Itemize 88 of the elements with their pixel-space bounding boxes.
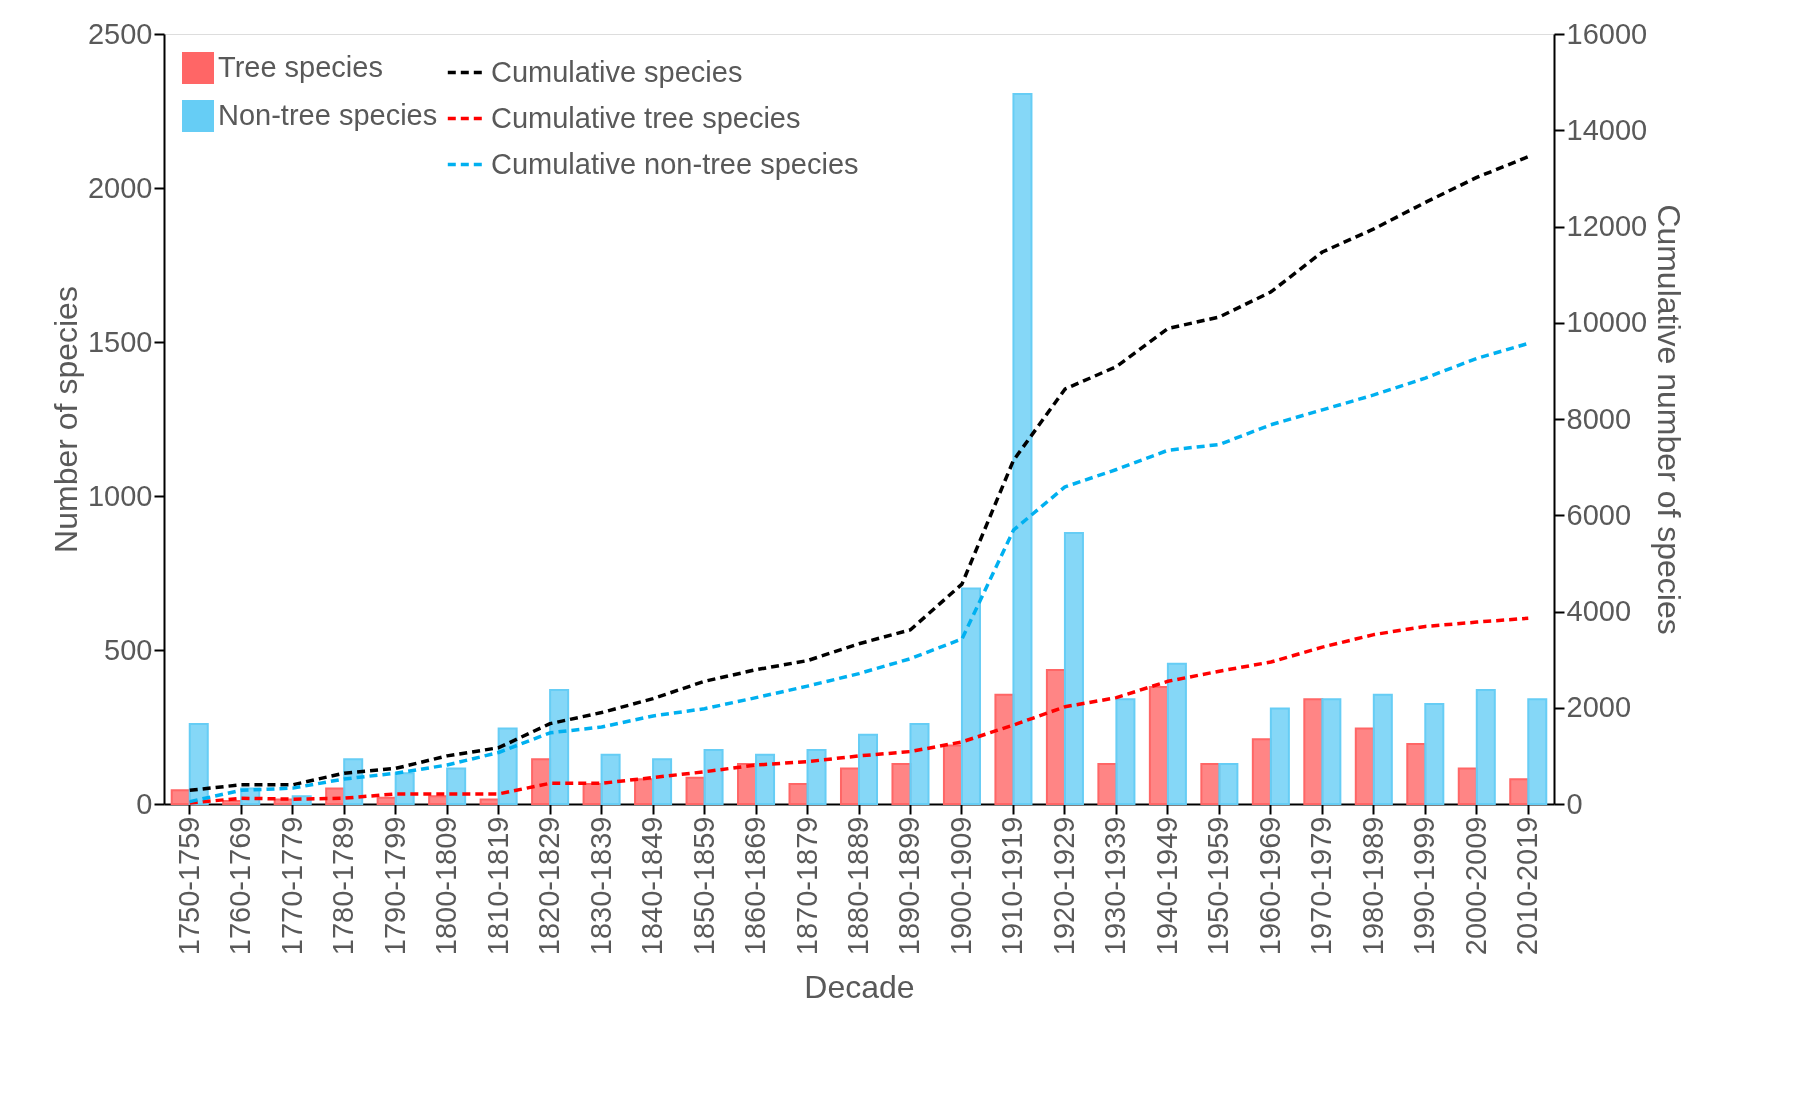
x-tick-label: 1780-1789 (327, 816, 360, 956)
y2-tick-label: 12000 (1566, 210, 1648, 242)
y2-tick-label: 6000 (1566, 498, 1632, 531)
bar (788, 782, 809, 805)
bar (960, 587, 981, 805)
bar (806, 749, 827, 805)
x-tick-label: 1900-1909 (944, 816, 977, 956)
x-tick-label: 2000-2009 (1459, 816, 1492, 956)
y2-tick-label: 10000 (1566, 306, 1648, 339)
x-tick-label: 1920-1929 (1047, 816, 1080, 956)
x-tick-label: 1910-1919 (996, 816, 1029, 956)
x-tick-label: 1860-1869 (739, 816, 772, 956)
y-axis-title: Number of species (47, 286, 84, 553)
bar (1527, 698, 1548, 805)
bar (1200, 762, 1221, 805)
x-tick-label: 1970-1979 (1305, 816, 1338, 956)
x-tick-label: 1830-1839 (584, 816, 617, 956)
bar (1012, 93, 1033, 805)
bar (1372, 693, 1393, 805)
x-tick-label: 1890-1899 (893, 816, 926, 956)
x-tick-label: 1840-1849 (636, 816, 669, 956)
x-tick-label: 1770-1779 (275, 816, 308, 956)
x-tick-label: 1980-1989 (1356, 816, 1389, 956)
bar (1269, 707, 1290, 805)
x-tick-label: 1870-1879 (790, 816, 823, 956)
legend-label: Tree species (218, 51, 383, 83)
bar (685, 776, 706, 805)
y-tick-label: 500 (104, 633, 153, 666)
legend-label: Non-tree species (218, 99, 438, 131)
x-tick-label: 1940-1949 (1150, 816, 1183, 956)
y2-axis-title: Cumulative number of species (1651, 204, 1688, 635)
y-tick-label: 0 (136, 787, 153, 820)
bar (1148, 685, 1169, 805)
bar (1115, 698, 1136, 805)
y2-tick-label: 2000 (1566, 691, 1632, 724)
x-tick-label: 1950-1959 (1202, 816, 1235, 956)
y-tick-label: 1500 (87, 325, 153, 358)
line-series (187, 154, 1531, 793)
bar (755, 753, 776, 805)
bar (1424, 702, 1445, 805)
x-tick-label: 2010-2019 (1511, 816, 1544, 956)
x-tick-label: 1960-1969 (1253, 816, 1286, 956)
legend-label: Cumulative species (491, 55, 743, 88)
x-tick-label: 1880-1889 (842, 816, 874, 956)
x-tick-label: 1800-1809 (430, 816, 463, 956)
y2-tick-label: 0 (1566, 787, 1583, 820)
bar (1166, 662, 1187, 805)
x-tick-label: 1990-1999 (1408, 816, 1441, 956)
y2-tick-label: 8000 (1566, 402, 1632, 435)
bar (188, 722, 209, 805)
x-tick-label: 1790-1799 (378, 816, 411, 956)
bar (1251, 738, 1272, 805)
bar (1321, 698, 1342, 805)
legend-label: Cumulative tree species (491, 101, 801, 134)
bar (1063, 531, 1084, 805)
y2-tick-label: 14000 (1566, 113, 1648, 146)
bar (446, 767, 467, 805)
bar (858, 733, 879, 805)
bar (170, 789, 191, 805)
bar (1354, 727, 1375, 805)
x-axis-title: Decade (804, 969, 915, 1006)
bar (891, 762, 912, 805)
y-tick-label: 2000 (87, 171, 153, 204)
bar (1097, 762, 1118, 805)
bar (1218, 762, 1239, 805)
bar (909, 722, 930, 805)
bar (1475, 689, 1496, 805)
bar (376, 796, 397, 805)
y2-tick-label: 4000 (1566, 595, 1632, 627)
bar (1303, 698, 1324, 805)
bar (1406, 742, 1427, 805)
bar (600, 753, 621, 805)
bar (1509, 778, 1530, 805)
x-tick-label: 1850-1859 (687, 816, 720, 956)
x-tick-label: 1810-1819 (481, 816, 514, 956)
bar (549, 689, 570, 805)
legend-label: Cumulative non-tree species (491, 147, 859, 180)
bar (479, 798, 500, 805)
x-tick-label: 1820-1829 (533, 816, 566, 956)
bar (703, 749, 724, 805)
x-tick-label: 1760-1769 (224, 816, 257, 956)
y-tick-label: 2500 (87, 17, 153, 50)
bar (652, 758, 673, 805)
x-tick-label: 1750-1759 (172, 816, 205, 956)
y-tick-label: 1000 (87, 479, 153, 512)
y2-tick-label: 16000 (1566, 17, 1648, 50)
x-tick-label: 1930-1939 (1099, 816, 1132, 956)
line-series (187, 616, 1531, 805)
